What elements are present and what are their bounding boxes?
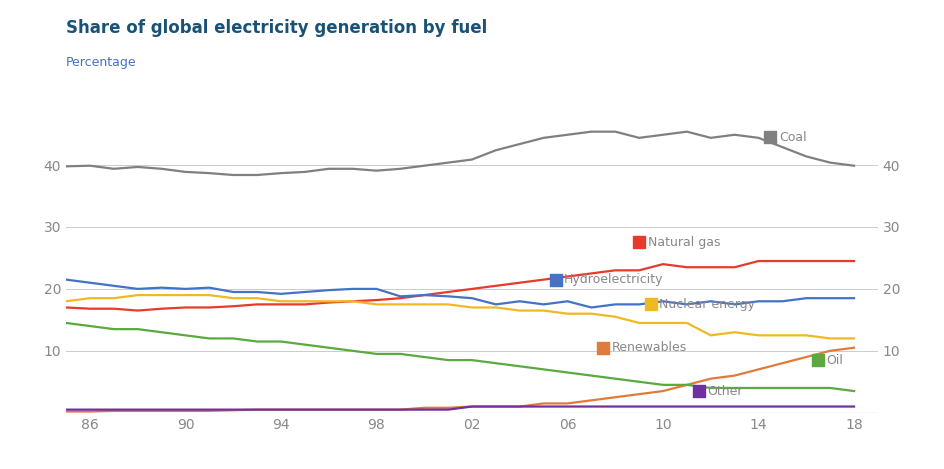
- Text: Coal: Coal: [779, 131, 806, 144]
- Text: Share of global electricity generation by fuel: Share of global electricity generation b…: [66, 19, 487, 37]
- Text: Oil: Oil: [827, 354, 843, 367]
- Text: Other: Other: [707, 385, 743, 398]
- Point: [644, 301, 659, 308]
- Point: [691, 387, 706, 395]
- Point: [763, 134, 778, 141]
- Text: Natural gas: Natural gas: [648, 236, 720, 249]
- Text: Percentage: Percentage: [66, 56, 137, 69]
- Text: Renewables: Renewables: [612, 341, 687, 354]
- Point: [811, 356, 826, 364]
- Point: [596, 344, 611, 351]
- Point: [548, 276, 564, 283]
- Text: Hydroelectricity: Hydroelectricity: [564, 273, 664, 286]
- Text: Nuclear energy: Nuclear energy: [660, 298, 755, 311]
- Point: [632, 239, 647, 246]
